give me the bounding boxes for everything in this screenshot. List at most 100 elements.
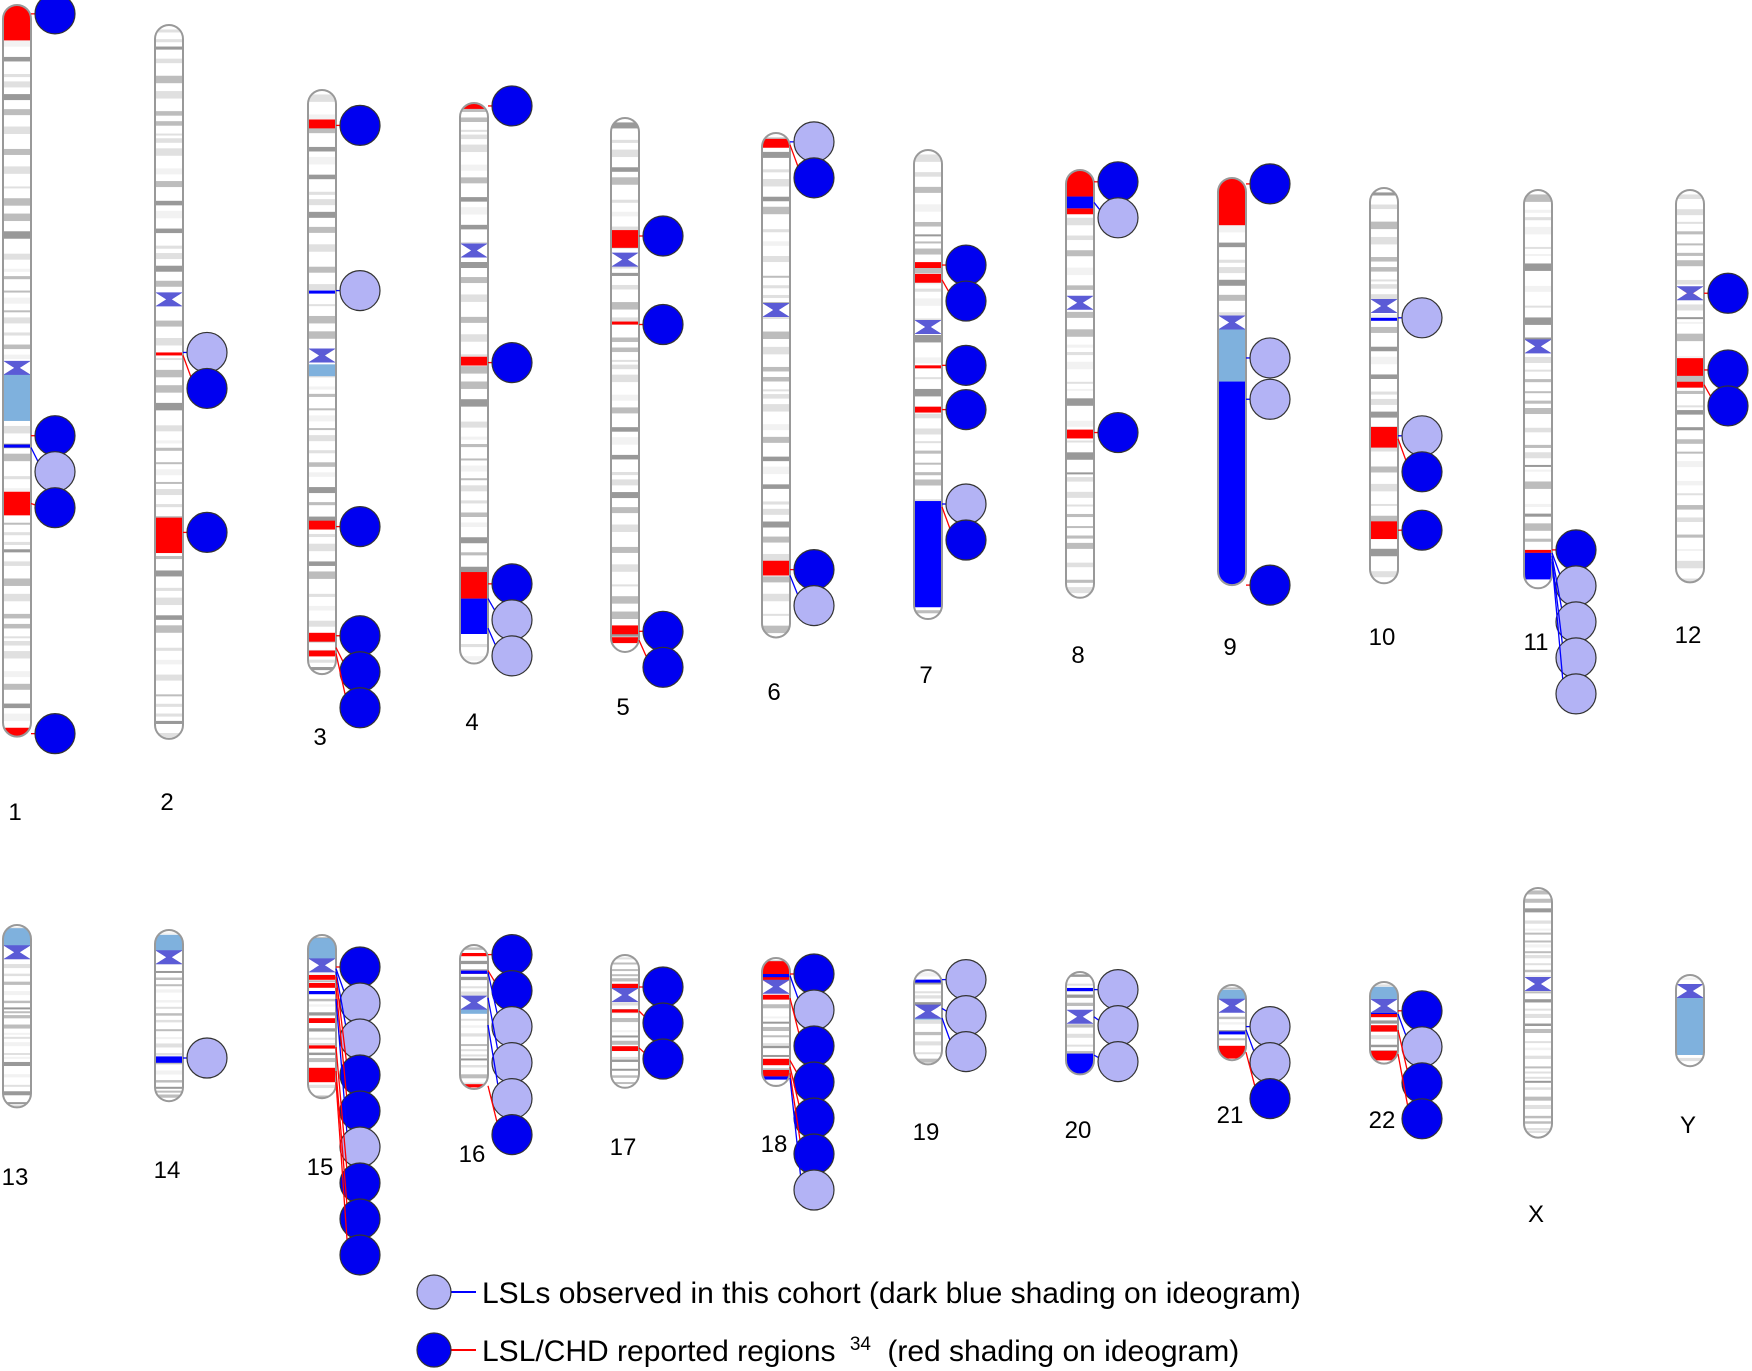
band [3,593,31,602]
band [611,427,639,432]
reported-marker [491,1113,533,1156]
band [762,389,790,392]
observed-marker [1249,1041,1291,1084]
band [1524,523,1552,531]
band [1524,932,1552,935]
band [308,415,336,422]
band [914,221,942,227]
band [1066,311,1094,318]
reported-marker [945,519,987,561]
chromosome-label: 3 [313,724,326,751]
band [611,199,639,203]
band [155,587,183,591]
band [155,337,183,346]
band [611,1059,639,1062]
band [611,1082,639,1085]
band [460,1044,488,1047]
band [1066,381,1094,384]
chromosome-X: X [1523,887,1553,1228]
band [460,421,488,428]
chromosome-18: 18 [761,953,835,1211]
band [460,224,488,230]
centromere [460,243,488,258]
band [1676,977,1704,980]
reported-region [1524,549,1552,553]
band [1676,410,1704,415]
band [762,1043,790,1046]
band [1066,398,1094,406]
band [155,481,183,484]
band [1066,472,1094,475]
band [762,151,790,158]
band [1218,1016,1246,1020]
band [155,46,183,50]
band [155,91,183,99]
band [155,369,183,378]
band [762,436,790,443]
observed-marker [1555,565,1597,607]
band [1524,427,1552,433]
band [762,508,790,515]
centromere [1524,977,1552,991]
reported-region [611,1046,639,1051]
band [460,485,488,492]
band [762,331,790,339]
band [1524,469,1552,472]
band [308,543,336,552]
reported-region [611,321,639,325]
band [3,549,31,553]
band [155,228,183,234]
observed-marker [793,1169,835,1211]
chromosome-outline [913,149,943,621]
band [1676,252,1704,256]
band [3,1053,31,1055]
chromosome-label: Y [1680,1112,1696,1139]
chromosome-21: 21 [1217,984,1291,1129]
legend-reported-tail: (red shading on ideogram) [887,1335,1239,1368]
band [611,394,639,401]
chromosome-outline [761,957,791,1087]
marker-connector [789,1077,803,1191]
band [3,532,31,536]
band [1524,400,1552,404]
band [1370,257,1398,262]
band [762,593,790,602]
band [155,1043,183,1048]
band [1066,1033,1094,1038]
band [1676,534,1704,538]
chromosome-label: 8 [1071,642,1084,669]
band [762,256,790,263]
observed-marker [1249,337,1291,379]
reported-marker [1401,1062,1443,1104]
observed-region [914,979,942,983]
band [460,197,488,202]
band [3,344,31,350]
observed-region [1218,1031,1246,1035]
band [155,148,183,156]
band [308,1028,336,1032]
band [308,1037,336,1040]
band [1524,538,1552,542]
band [1676,1057,1704,1062]
band [460,976,488,981]
band [1524,217,1552,221]
band [3,488,31,493]
observed-marker [1555,673,1597,715]
band [611,584,639,587]
reported-region [155,352,183,356]
band [308,244,336,252]
band [3,1056,31,1059]
band [460,478,488,481]
band [1524,391,1552,394]
band [155,469,183,476]
band [1370,398,1398,405]
band [1066,285,1094,290]
band [762,1026,790,1032]
observed-marker [491,1041,533,1084]
band [460,1049,488,1052]
band [1676,221,1704,224]
reported-marker [1401,451,1443,493]
band [1524,209,1552,213]
legend: LSLs observed in this cohort (dark blue … [416,1274,1301,1368]
band [1370,1035,1398,1040]
